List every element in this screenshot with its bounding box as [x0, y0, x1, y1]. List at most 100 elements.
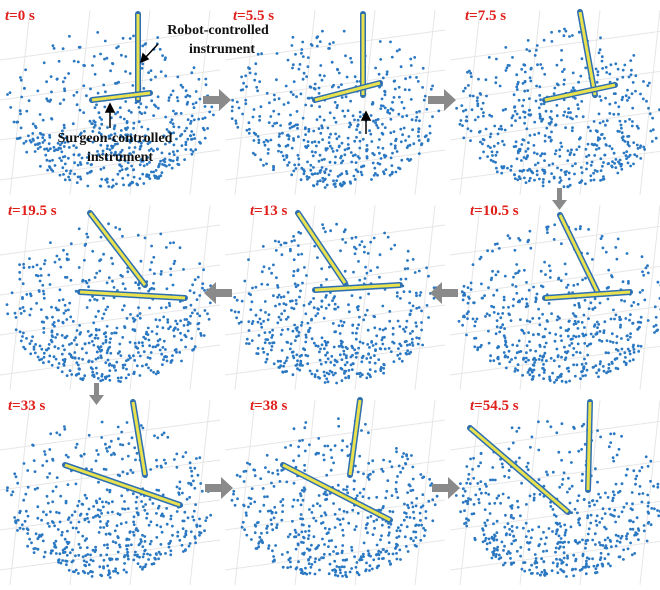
point — [512, 516, 515, 520]
point — [485, 312, 489, 316]
point — [338, 173, 342, 177]
point — [514, 140, 518, 144]
point — [527, 541, 531, 545]
point — [128, 182, 132, 186]
point — [620, 167, 624, 171]
point — [350, 567, 353, 570]
point — [562, 114, 565, 117]
point — [605, 144, 608, 147]
point — [361, 341, 365, 345]
point — [610, 274, 613, 277]
point — [464, 119, 468, 123]
point — [342, 320, 346, 324]
point — [36, 547, 40, 551]
point — [460, 290, 464, 294]
point — [233, 310, 237, 314]
point — [340, 448, 344, 452]
point — [629, 541, 632, 545]
point — [77, 530, 80, 534]
point — [284, 359, 288, 363]
point — [268, 330, 272, 334]
point — [207, 317, 211, 321]
point — [597, 492, 600, 496]
point — [45, 316, 49, 320]
point — [598, 521, 602, 524]
point — [119, 376, 123, 379]
point — [463, 293, 467, 297]
point — [371, 470, 375, 474]
point — [478, 487, 482, 491]
point — [382, 170, 385, 174]
point — [532, 144, 536, 147]
point — [52, 47, 56, 50]
time-value: =33 s — [12, 398, 45, 414]
point — [577, 494, 581, 497]
point — [629, 507, 633, 510]
point — [571, 126, 574, 129]
point — [621, 75, 625, 79]
point — [203, 289, 206, 292]
point — [168, 541, 172, 545]
panel: t=54.5 s — [449, 398, 660, 586]
point — [518, 456, 521, 460]
point — [22, 87, 26, 90]
point — [104, 135, 108, 139]
point — [565, 286, 568, 289]
point — [184, 143, 188, 147]
point — [392, 341, 396, 345]
point — [230, 117, 234, 120]
point — [413, 271, 417, 274]
point — [354, 331, 358, 335]
point — [236, 497, 239, 501]
point — [374, 172, 377, 175]
point — [609, 441, 613, 444]
point — [417, 306, 421, 309]
point — [502, 295, 506, 299]
point — [625, 534, 628, 538]
point — [402, 290, 406, 293]
point — [545, 225, 549, 229]
point — [393, 243, 397, 247]
point — [103, 57, 106, 61]
point — [409, 536, 413, 540]
point — [598, 362, 602, 366]
point — [184, 345, 188, 349]
point — [484, 536, 488, 540]
point — [101, 342, 105, 345]
point — [534, 48, 538, 52]
point — [548, 276, 552, 279]
point — [321, 223, 324, 226]
point — [611, 160, 614, 164]
point — [405, 343, 409, 347]
point — [147, 366, 150, 370]
point — [42, 292, 46, 296]
point — [317, 127, 321, 130]
point — [428, 124, 432, 128]
point — [307, 127, 311, 131]
point — [491, 478, 495, 482]
point — [134, 500, 138, 504]
point — [60, 141, 64, 145]
time-variable: t — [5, 8, 10, 24]
point — [263, 341, 267, 345]
point — [647, 520, 651, 524]
point — [501, 492, 505, 496]
point — [254, 132, 257, 136]
point — [523, 176, 526, 180]
point — [492, 536, 496, 540]
point — [58, 520, 62, 524]
point — [571, 164, 574, 168]
point — [92, 126, 96, 129]
point — [296, 359, 299, 363]
point — [143, 540, 147, 543]
point — [431, 498, 435, 502]
point — [554, 514, 558, 518]
point — [423, 528, 427, 532]
point — [296, 498, 300, 502]
point — [355, 327, 359, 330]
point — [178, 300, 182, 303]
point — [141, 44, 145, 48]
point — [297, 230, 301, 234]
point — [68, 178, 72, 182]
point — [424, 516, 428, 520]
